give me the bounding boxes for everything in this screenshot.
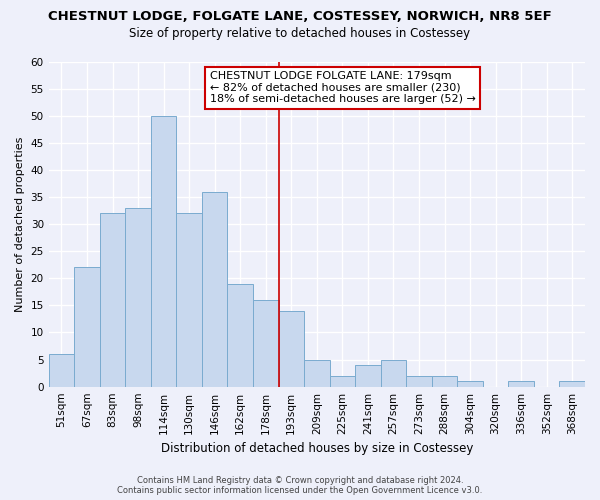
Text: Size of property relative to detached houses in Costessey: Size of property relative to detached ho… <box>130 28 470 40</box>
Y-axis label: Number of detached properties: Number of detached properties <box>15 136 25 312</box>
Bar <box>74 268 100 386</box>
Text: CHESTNUT LODGE FOLGATE LANE: 179sqm
← 82% of detached houses are smaller (230)
1: CHESTNUT LODGE FOLGATE LANE: 179sqm ← 82… <box>209 72 475 104</box>
Bar <box>100 214 125 386</box>
Bar <box>49 354 74 386</box>
Bar <box>406 376 432 386</box>
Bar <box>559 382 585 386</box>
Bar <box>125 208 151 386</box>
Bar <box>457 382 483 386</box>
Bar <box>176 214 202 386</box>
Bar <box>508 382 534 386</box>
Bar <box>432 376 457 386</box>
Bar <box>355 365 380 386</box>
Bar <box>151 116 176 386</box>
Text: Contains HM Land Registry data © Crown copyright and database right 2024.
Contai: Contains HM Land Registry data © Crown c… <box>118 476 482 495</box>
Bar <box>202 192 227 386</box>
Bar <box>304 360 329 386</box>
Bar <box>278 311 304 386</box>
Text: CHESTNUT LODGE, FOLGATE LANE, COSTESSEY, NORWICH, NR8 5EF: CHESTNUT LODGE, FOLGATE LANE, COSTESSEY,… <box>48 10 552 23</box>
X-axis label: Distribution of detached houses by size in Costessey: Distribution of detached houses by size … <box>161 442 473 455</box>
Bar <box>253 300 278 386</box>
Bar <box>380 360 406 386</box>
Bar <box>227 284 253 387</box>
Bar <box>329 376 355 386</box>
